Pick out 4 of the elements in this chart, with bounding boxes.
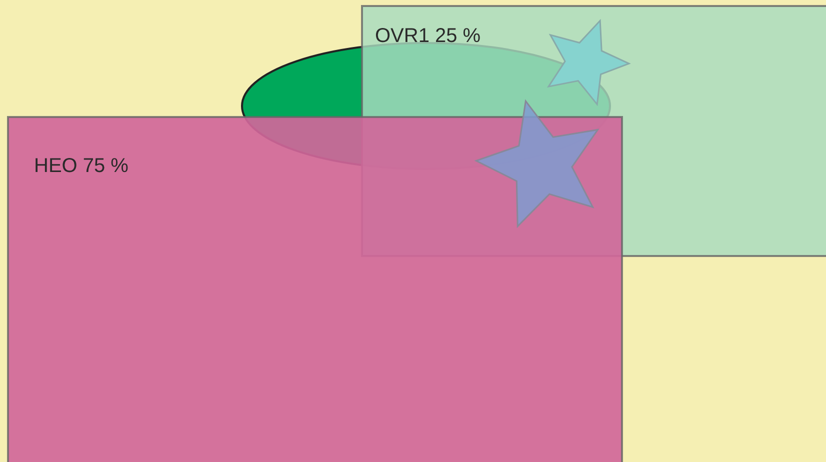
category-label: OVR1 <box>375 25 430 47</box>
category-label: HEO <box>34 155 78 177</box>
data-label: 25 % <box>434 25 481 47</box>
data-label: 75 % <box>82 155 129 177</box>
